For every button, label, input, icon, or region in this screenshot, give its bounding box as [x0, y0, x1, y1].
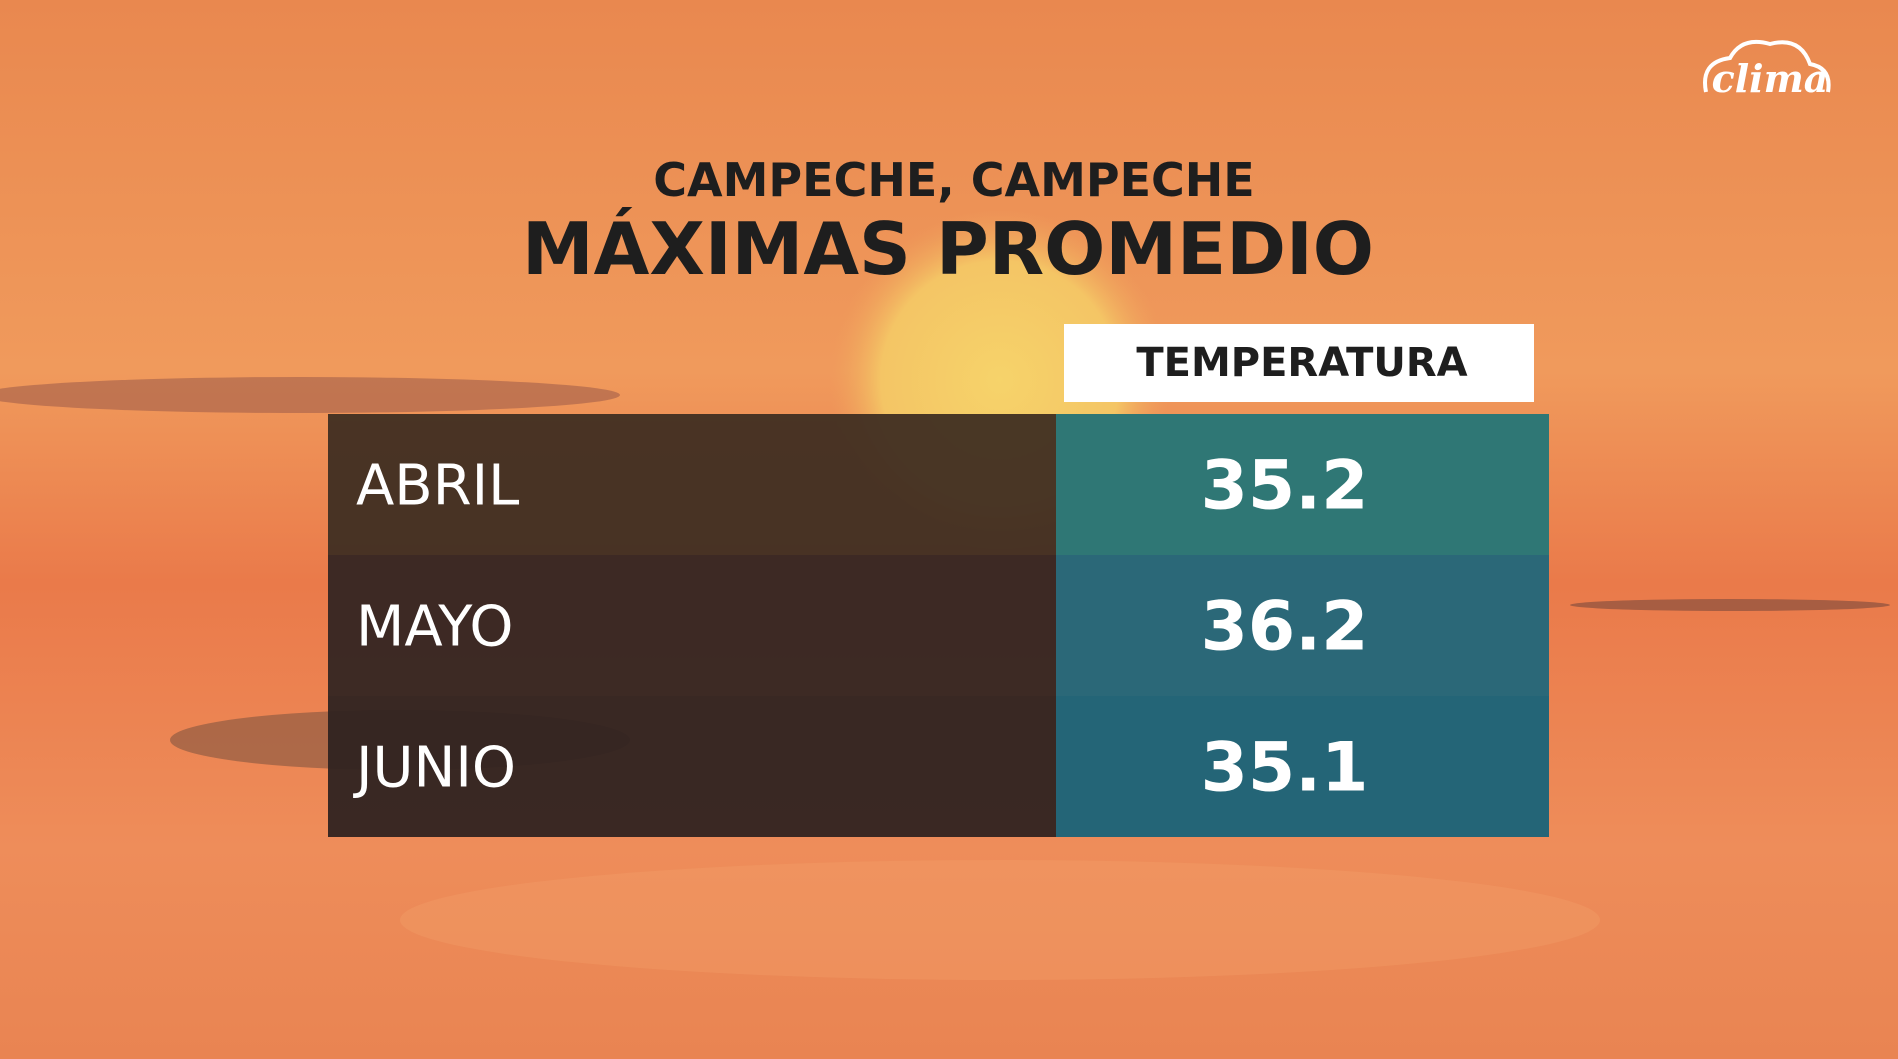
row-label: MAYO	[356, 595, 514, 660]
row-label-cell	[328, 555, 1056, 696]
location: CAMPECHE, CAMPECHE	[653, 153, 1254, 207]
cloud	[0, 377, 620, 413]
row-value-cell	[1056, 555, 1549, 696]
title: MÁXIMAS PROMEDIO	[522, 207, 1374, 291]
row-value: 35.2	[1201, 447, 1369, 526]
column-header: TEMPERATURA	[1136, 340, 1467, 386]
row-value: 35.1	[1201, 729, 1369, 808]
cloud	[1570, 599, 1890, 611]
logo: clima	[1712, 56, 1829, 101]
row-value-cell	[1056, 414, 1549, 555]
reflection	[400, 860, 1600, 980]
column-header-box	[1064, 324, 1534, 402]
row-value: 36.2	[1201, 588, 1369, 667]
row-label-cell	[328, 414, 1056, 555]
row-value-cell	[1056, 696, 1549, 837]
row-label: JUNIO	[353, 736, 516, 801]
table: ABRIL 35.2 MAYO 36.2 JUNIO 35.1	[328, 414, 1549, 837]
logo-cloud	[1703, 39, 1831, 93]
row-label-cell	[328, 696, 1056, 837]
row-label: ABRIL	[356, 454, 519, 519]
